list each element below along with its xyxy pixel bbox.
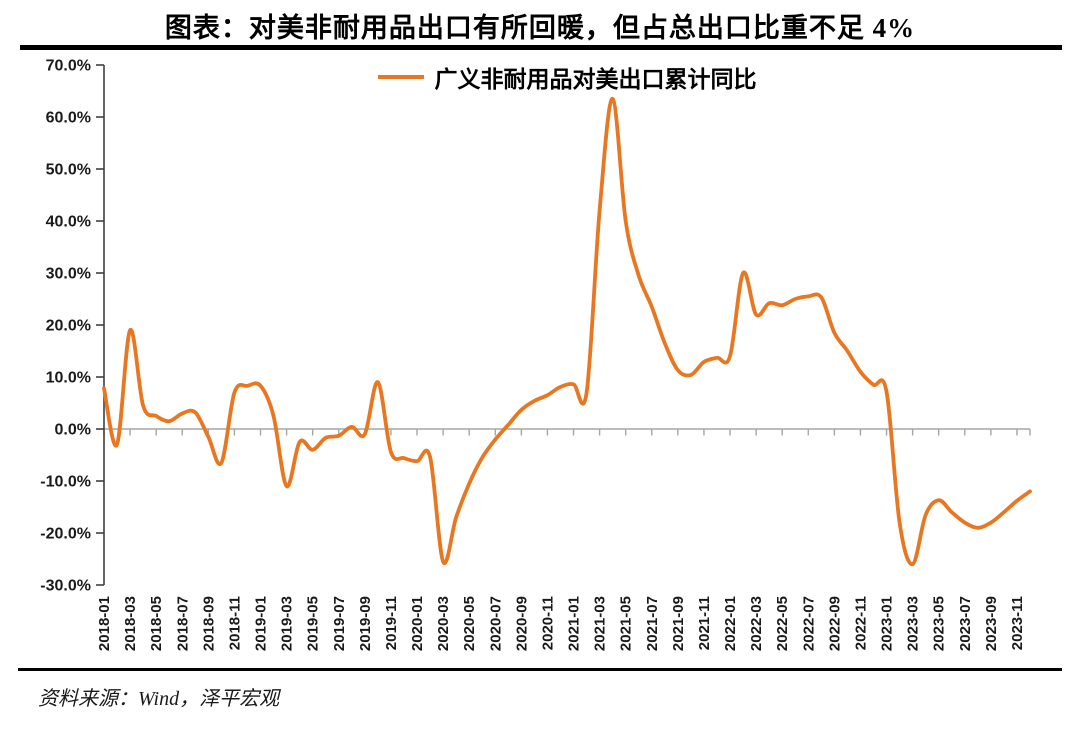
y-tick-label: 50.0% (46, 162, 91, 179)
x-tick-label: 2022-05 (774, 596, 791, 651)
x-tick-label: 2021-11 (696, 596, 713, 650)
x-tick-label: 2018-11 (226, 596, 243, 650)
y-tick-label: 10.0% (46, 370, 91, 387)
y-tick-label: -10.0% (40, 474, 91, 491)
series-line (102, 96, 1032, 567)
x-tick-label: 2020-01 (409, 596, 426, 651)
x-tick-label: 2019-11 (383, 596, 400, 650)
x-tick-label: 2022-09 (826, 596, 843, 651)
x-tick-label: 2018-03 (122, 596, 139, 651)
y-tick-label: 30.0% (46, 266, 91, 283)
x-tick-label: 2021-05 (618, 596, 635, 651)
x-tick-label: 2021-09 (670, 596, 687, 651)
x-tick-label: 2021-03 (592, 596, 609, 651)
x-tick-label: 2021-07 (644, 596, 661, 651)
top-rule (20, 45, 1062, 50)
y-tick-label: 20.0% (46, 318, 91, 335)
bottom-rule (18, 668, 1062, 671)
x-tick-label: 2023-09 (983, 596, 1000, 651)
x-tick-label: 2022-01 (722, 596, 739, 651)
chart-title: 图表：对美非耐用品出口有所回暖，但占总出口比重不足 4% (164, 13, 916, 43)
x-tick-label: 2023-03 (905, 596, 922, 651)
x-tick-label: 2020-11 (539, 596, 556, 650)
x-tick-label: 2023-05 (931, 596, 948, 651)
y-tick-label: -20.0% (40, 526, 91, 543)
x-tick-label: 2018-07 (174, 596, 191, 651)
x-tick-label: 2021-01 (566, 596, 583, 651)
x-tick-label: 2018-05 (148, 596, 165, 651)
y-tick-label: -30.0% (40, 578, 91, 595)
x-tick-label: 2018-09 (200, 596, 217, 651)
x-tick-label: 2019-05 (305, 596, 322, 651)
x-tick-label: 2018-01 (96, 596, 113, 651)
x-tick-label: 2022-11 (853, 596, 870, 650)
source-note: 资料来源：Wind，泽平宏观 (38, 688, 280, 710)
x-tick-label: 2023-11 (1009, 596, 1026, 650)
y-tick-label: 40.0% (46, 214, 91, 231)
x-tick-label: 2023-01 (879, 596, 896, 651)
y-tick-label: 70.0% (46, 58, 91, 75)
y-tick-label: 60.0% (46, 110, 91, 127)
legend-label: 广义非耐用品对美出口累计同比 (434, 67, 757, 92)
x-tick-label: 2019-09 (357, 596, 374, 651)
x-tick-label: 2019-07 (331, 596, 348, 651)
legend: 广义非耐用品对美出口累计同比 (104, 63, 1030, 92)
x-tick-label: 2023-07 (957, 596, 974, 651)
legend-line-swatch (377, 75, 424, 79)
x-tick-label: 2022-03 (748, 596, 765, 651)
x-tick-label: 2020-05 (461, 596, 478, 651)
x-tick-label: 2020-07 (487, 596, 504, 651)
x-tick-label: 2020-09 (513, 596, 530, 651)
x-tick-label: 2019-03 (279, 596, 296, 651)
x-tick-label: 2022-07 (800, 596, 817, 651)
x-tick-label: 2019-01 (253, 596, 270, 651)
x-tick-label: 2020-03 (435, 596, 452, 651)
y-tick-label: 0.0% (55, 422, 91, 439)
